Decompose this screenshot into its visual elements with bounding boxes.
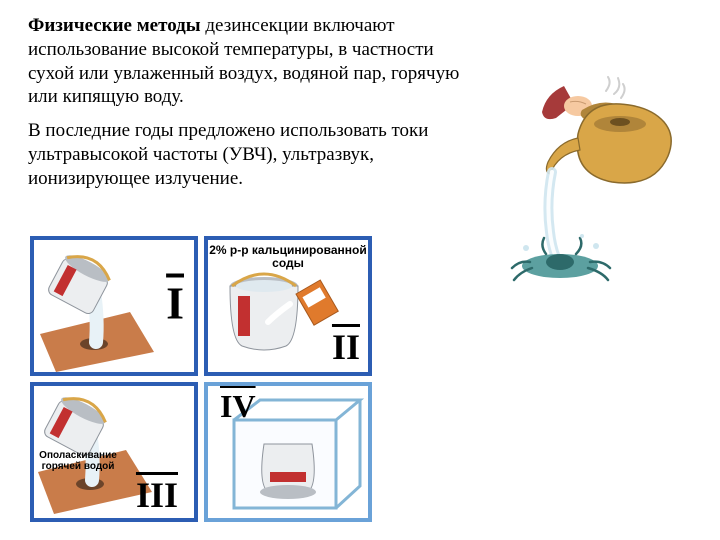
roman-2: II	[332, 326, 360, 368]
paragraph-2: В последние годы предложено использовать…	[28, 119, 478, 190]
kettle-illustration	[486, 76, 696, 296]
panel-1: I	[30, 236, 198, 376]
roman-4: IV	[220, 388, 256, 425]
panel-3-caption: Ополаскивание горячей водой	[38, 450, 118, 472]
para1-bold: Физические методы	[28, 15, 201, 36]
panel-2: 2% р-р кальцинированной соды II	[204, 236, 372, 376]
paragraph-1: Физические методы дезинсекции включают и…	[28, 14, 478, 109]
panel-3: Ополаскивание горячей водой III	[30, 382, 198, 522]
kettle-svg	[486, 76, 696, 296]
roman-1: I	[166, 277, 184, 330]
panel-4: IV	[204, 382, 372, 522]
roman-3: III	[136, 474, 178, 516]
panel-2-caption: 2% р-р кальцинированной соды	[208, 244, 368, 270]
panel-grid: I 2% р-р кальцинированной соды	[30, 236, 372, 522]
